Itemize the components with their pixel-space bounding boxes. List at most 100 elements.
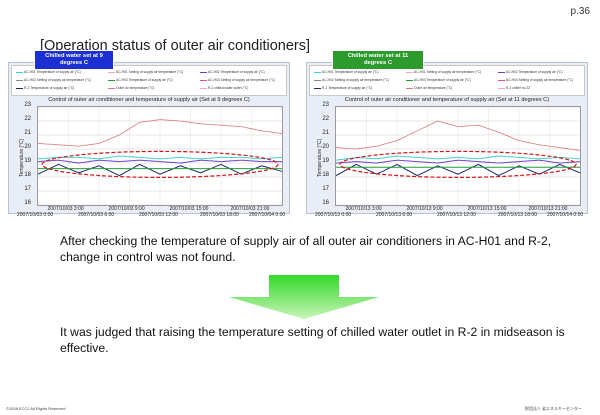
y-tick-label: 17 — [322, 186, 329, 192]
y-tick-label: 22 — [322, 116, 329, 122]
y-tick-label: 17 — [24, 186, 31, 192]
series-line — [38, 159, 282, 164]
legend-label: AC-H03 Temperature of supply air (°C) — [116, 78, 173, 82]
series-line — [38, 119, 282, 147]
legend-entry: AC-H02 Setting of supply air temperature… — [16, 78, 91, 82]
organization-name: 財団法人 省エネルギーセンター — [524, 406, 582, 411]
y-tick-label: 21 — [322, 130, 329, 136]
legend-label: AC-H01 Setting of supply air temperature… — [414, 70, 482, 74]
x-tick-label: 2007/10/13 9:00 — [406, 206, 443, 212]
legend-swatch — [498, 71, 505, 73]
legend-swatch — [200, 87, 207, 89]
legend-swatch — [16, 71, 23, 73]
chart-title: Control of outer air conditioner and tem… — [48, 97, 250, 103]
legend-label: AC-H03 Temperature of supply air (°C) — [414, 78, 471, 82]
x-tick-label: 2007/10/03 6:00 — [78, 212, 115, 218]
x-tick-label: 2007/10/13 3:00 — [345, 206, 382, 212]
legend-swatch — [16, 87, 23, 89]
x-tick-label: 2007/10/03 0:00 — [17, 212, 54, 218]
y-tick-label: 21 — [24, 130, 31, 136]
legend-label: AC-H02 Setting of supply air temperature… — [24, 78, 92, 82]
chart-legend: AC-H01 Temperature of supply air (°C) AC-… — [11, 65, 287, 96]
legend-label: AC-H02 Temperature of supply air (°C) — [506, 70, 563, 74]
page-number: p.36 — [570, 6, 590, 17]
series-line — [38, 155, 282, 160]
legend-label: R-2 Temperature of supply air (°C) — [24, 86, 75, 90]
legend-label: R-2 chiller no.22 — [506, 86, 531, 90]
legend-entry: AC-H03 Setting of supply air temperature… — [498, 78, 573, 82]
chilled-water-9-badge: Chilled water set at 9 degrees C — [34, 50, 114, 70]
y-tick-label: 18 — [24, 172, 31, 178]
legend-label: R-2 chilled water outlet (°C) — [208, 86, 249, 90]
series-line — [336, 155, 580, 161]
legend-label: Outer air temperature (°C) — [116, 86, 155, 90]
chart-panel-chilled-9: AC-H01 Temperature of supply air (°C) AC-… — [8, 62, 290, 218]
y-tick-label: 22 — [24, 116, 31, 122]
y-tick-label: 16 — [322, 200, 329, 206]
chilled-water-11-badge: Chilled water set at 11 degrees C — [332, 50, 424, 70]
line-chart-svg — [336, 107, 580, 205]
legend-entry: R-2 Temperature of supply air (°C) — [16, 86, 74, 90]
x-tick-label: 2007/10/03 12:00 — [139, 212, 178, 218]
chart-title: Control of outer air conditioner and tem… — [344, 97, 550, 103]
legend-swatch — [314, 87, 321, 89]
x-tick-label: 2007/10/03 3:00 — [47, 206, 84, 212]
x-tick-label: 2007/10/03 18:00 — [200, 212, 239, 218]
legend-label: AC-H01 Setting of supply air temperature… — [116, 70, 184, 74]
y-tick-label: 18 — [322, 172, 329, 178]
y-tick-label: 23 — [322, 102, 329, 108]
y-tick-label: 20 — [322, 144, 329, 150]
legend-entry: Outer air temperature (°C) — [406, 86, 452, 90]
highlight-ellipse — [339, 150, 577, 179]
highlight-ellipse — [41, 150, 279, 179]
legend-entry: AC-H01 Setting of supply air temperature… — [406, 70, 481, 74]
legend-entry: AC-H03 Setting of supply air temperature… — [200, 78, 275, 82]
legend-swatch — [16, 79, 23, 81]
x-tick-label: 2007/10/14 0:00 — [547, 212, 584, 218]
x-tick-label: 2007/10/04 0:00 — [249, 212, 286, 218]
x-tick-label: 2007/10/03 9:00 — [108, 206, 145, 212]
y-tick-label: 19 — [24, 158, 31, 164]
legend-label: AC-H02 Temperature of supply air (°C) — [208, 70, 265, 74]
legend-entry: AC-H01 Setting of supply air temperature… — [108, 70, 183, 74]
legend-label: AC-H01 Temperature of supply air (°C) — [24, 70, 81, 74]
x-tick-label: 2007/10/13 18:00 — [498, 212, 537, 218]
legend-entry: Outer air temperature (°C) — [108, 86, 154, 90]
x-tick-label: 2007/10/03 21:00 — [230, 206, 270, 212]
plot-area — [335, 106, 581, 206]
x-tick-label: 2007/10/13 6:00 — [376, 212, 413, 218]
x-tick-label: 2007/10/13 21:00 — [528, 206, 568, 212]
legend-swatch — [406, 87, 413, 89]
legend-swatch — [406, 79, 413, 81]
y-tick-label: 23 — [24, 102, 31, 108]
legend-swatch — [498, 79, 505, 81]
legend-entry: AC-H01 Temperature of supply air (°C) — [16, 70, 81, 74]
chart-legend: AC-H01 Temperature of supply air (°C) AC-… — [309, 65, 585, 96]
legend-swatch — [200, 79, 207, 81]
legend-label: R-2 Temperature of supply air (°C) — [322, 86, 373, 90]
finding-paragraph: After checking the temperature of supply… — [60, 234, 552, 264]
x-tick-label: 2007/10/13 12:00 — [437, 212, 476, 218]
legend-swatch — [108, 87, 115, 89]
x-tick-label: 2007/10/13 15:00 — [467, 206, 507, 212]
y-tick-label: 19 — [322, 158, 329, 164]
series-line — [336, 120, 580, 151]
legend-swatch — [406, 71, 413, 73]
plot-area — [37, 106, 283, 206]
legend-entry: AC-H03 Temperature of supply air (°C) — [406, 78, 471, 82]
legend-entry: AC-H02 Temperature of supply air (°C) — [498, 70, 563, 74]
legend-label: AC-H01 Temperature of supply air (°C) — [322, 70, 379, 74]
legend-label: AC-H02 Setting of supply air temperature… — [322, 78, 390, 82]
legend-label: Outer air temperature (°C) — [414, 86, 453, 90]
copyright-text: ©2008 ECCJ All Rights Reserved — [6, 406, 66, 411]
legend-swatch — [108, 79, 115, 81]
legend-swatch — [314, 79, 321, 81]
x-tick-label: 2007/10/13 0:00 — [315, 212, 352, 218]
legend-label: AC-H03 Setting of supply air temperature… — [506, 78, 574, 82]
legend-swatch — [200, 71, 207, 73]
legend-entry: R-2 Temperature of supply air (°C) — [314, 86, 372, 90]
legend-swatch — [314, 71, 321, 73]
legend-entry: AC-H02 Temperature of supply air (°C) — [200, 70, 265, 74]
conclusion-paragraph: It was judged that raising the temperatu… — [60, 325, 565, 355]
legend-entry: AC-H03 Temperature of supply air (°C) — [108, 78, 173, 82]
